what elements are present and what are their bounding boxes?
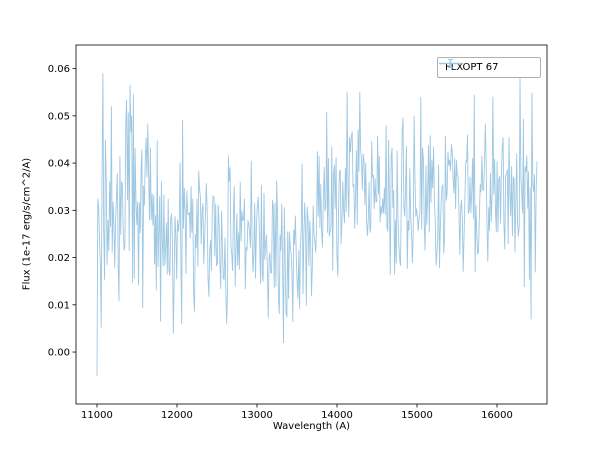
y-tick-label: 0.02 [48, 253, 70, 264]
legend-label: FLXOPT 67 [445, 62, 499, 73]
x-tick-label: 16000 [481, 410, 513, 421]
y-tick-label: 0.03 [48, 206, 70, 217]
x-axis-label: Wavelength (A) [272, 421, 351, 432]
x-tick-label: 12000 [161, 410, 193, 421]
axes-spines [75, 44, 548, 405]
legend: FLXOPT 67 [437, 57, 541, 78]
y-tick-label: 0.00 [48, 348, 70, 359]
x-tick-label: 15000 [401, 410, 433, 421]
x-tick-label: 14000 [321, 410, 353, 421]
y-tick-label: 0.05 [48, 111, 70, 122]
x-tick-label: 11000 [81, 410, 113, 421]
y-tick-label: 0.01 [48, 300, 70, 311]
y-tick-label: 0.04 [48, 159, 70, 170]
spectrum-line [96, 72, 538, 376]
errorbar-line-icon [439, 59, 462, 68]
x-tick-label: 13000 [241, 410, 273, 421]
y-tick-label: 0.06 [48, 64, 70, 75]
